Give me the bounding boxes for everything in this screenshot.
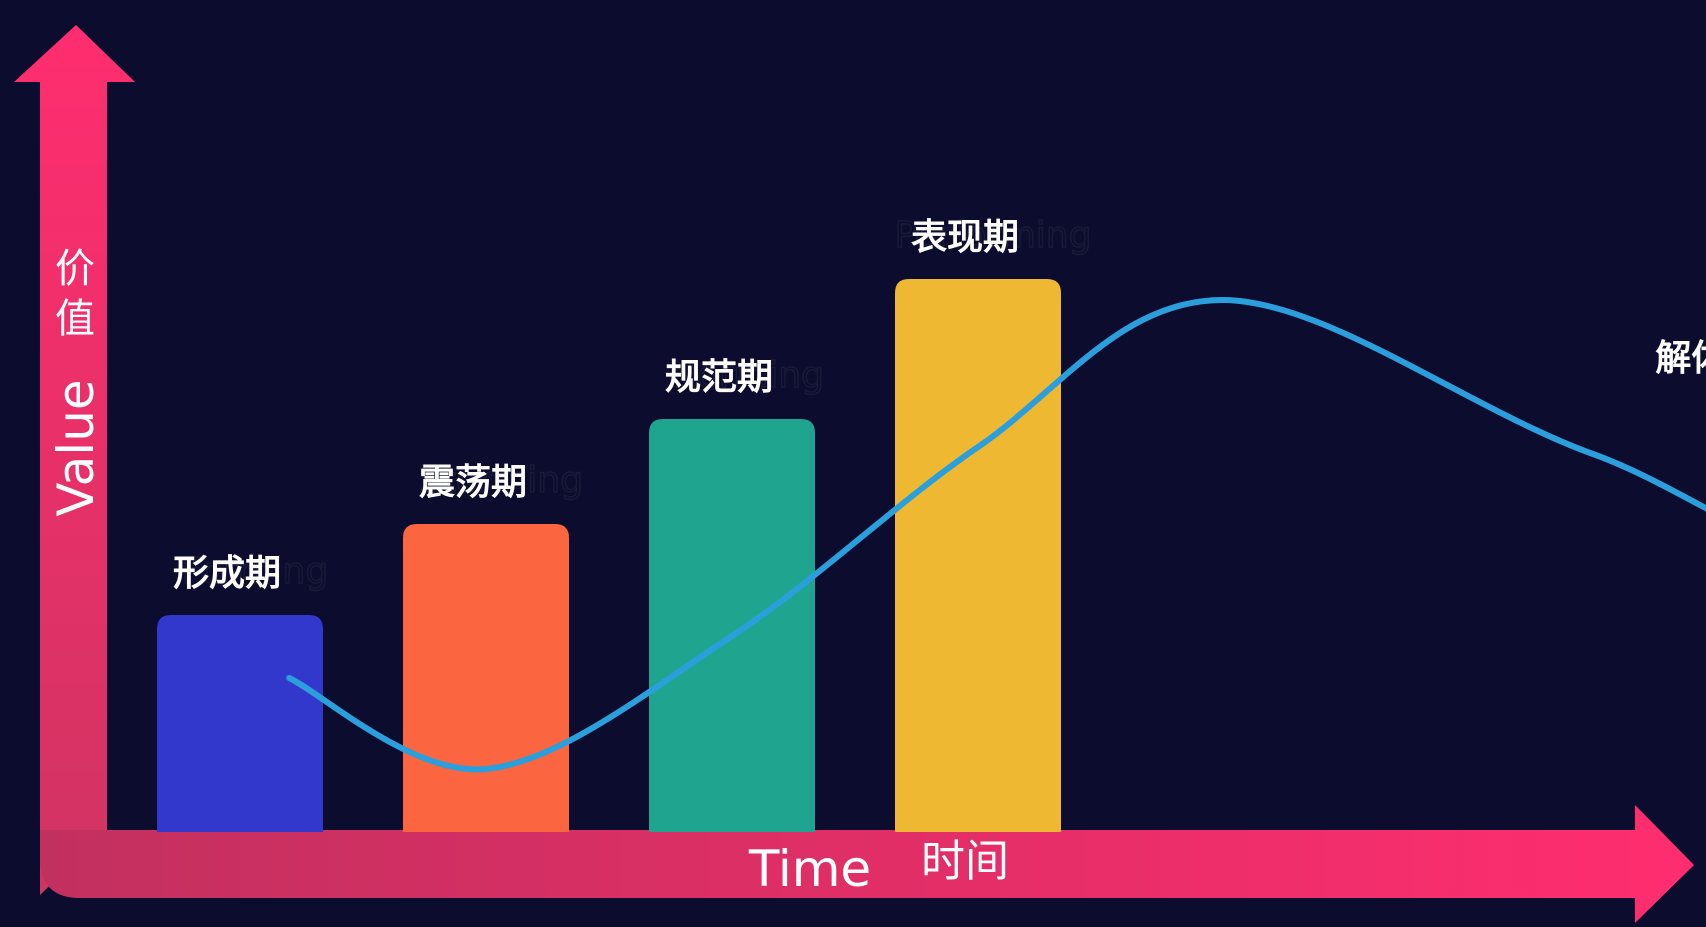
bar-1 <box>157 615 323 832</box>
bar-4 <box>895 279 1061 832</box>
x-axis-arrow <box>40 805 1694 923</box>
y-axis-arrow <box>14 25 135 895</box>
curve-group <box>286 296 1706 773</box>
bar-label-4: 表现期 <box>911 217 1019 258</box>
bar-ghost-label-3: Norming <box>670 355 824 396</box>
bar-ghost-label-2: Storming <box>419 460 583 501</box>
bar-label-2: 震荡期 <box>419 462 527 503</box>
bar-label-1: 形成期 <box>173 553 281 594</box>
x-axis-label-zh: 时间 <box>921 836 1009 887</box>
bar-ghost-label-1: Forming <box>182 551 328 592</box>
bar-2 <box>403 524 569 832</box>
bar-3 <box>649 419 815 832</box>
curve-label-1: 解体 <box>1655 338 1706 379</box>
bar-label-3: 规范期 <box>665 357 773 398</box>
y-axis-label-en: Value <box>47 379 105 516</box>
bar-ghost-label-4: Performing <box>895 215 1092 256</box>
axes <box>14 25 1694 923</box>
y-axis-label-zh-1: 价 <box>55 246 95 292</box>
x-axis-label-en: Time <box>748 840 871 898</box>
y-axis-label-zh-2: 值 <box>55 296 95 342</box>
value-curve <box>286 296 1706 773</box>
